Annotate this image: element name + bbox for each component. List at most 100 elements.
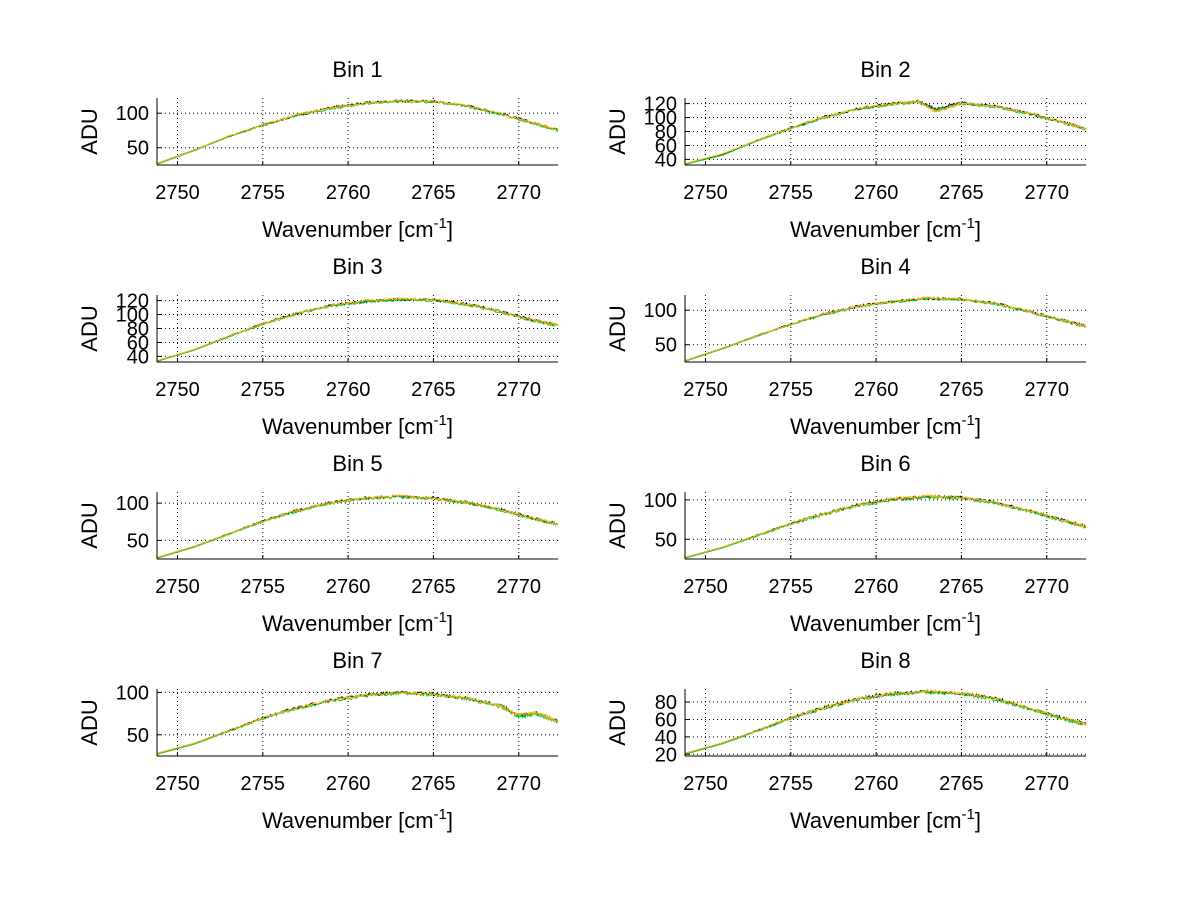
y-tick-label: 50: [127, 530, 149, 552]
x-tick-label: 2765: [939, 576, 984, 598]
subplot-bin-5: 2750 2755 2760 2765 2770 50 100 Bin 5 Wavenumber…: [77, 451, 559, 636]
x-tick-label: 2755: [769, 182, 814, 204]
x-axis-label: Wavenumber [cm-1]: [262, 609, 453, 636]
series-line-1: [156, 98, 559, 165]
x-axis-label: Wavenumber [cm-1]: [262, 215, 453, 242]
y-tick-label: 40: [127, 346, 149, 368]
series-line-3: [684, 493, 1087, 558]
x-tick-label: 2765: [939, 773, 984, 795]
series-line-1: [156, 494, 559, 558]
series-line-1: [684, 689, 1087, 754]
x-axis-label: Wavenumber [cm-1]: [790, 806, 981, 833]
y-tick-label: 120: [116, 291, 149, 313]
x-axis-label: Wavenumber [cm-1]: [790, 609, 981, 636]
x-axis-label-superscript: -1: [962, 215, 975, 232]
series-line-3: [156, 690, 559, 754]
y-tick-label: 60: [655, 135, 677, 157]
series-line-3: [156, 494, 559, 558]
x-axis-label-text: Wavenumber [cm: [262, 414, 434, 439]
x-tick-label: 2755: [241, 182, 286, 204]
x-axis-label-text: Wavenumber [cm: [262, 808, 434, 833]
x-tick-label: 2750: [155, 182, 200, 204]
x-tick-label: 2765: [411, 182, 456, 204]
y-axis-label: ADU: [605, 699, 630, 745]
y-axis-label: ADU: [605, 108, 630, 154]
x-tick-label: 2750: [155, 576, 200, 598]
y-tick-label: 50: [655, 335, 677, 357]
x-tick-label: 2760: [326, 379, 371, 401]
x-tick-label: 2770: [497, 379, 542, 401]
y-tick-label: 100: [116, 103, 149, 125]
series-line-2: [684, 100, 1087, 165]
y-axis-label: ADU: [605, 502, 630, 548]
x-axis-label-end: ]: [975, 611, 981, 636]
y-axis-label: ADU: [77, 108, 102, 154]
x-tick-label: 2755: [769, 576, 814, 598]
x-axis-label-superscript: -1: [434, 215, 447, 232]
x-tick-label: 2765: [939, 379, 984, 401]
y-tick-label: 50: [127, 725, 149, 747]
x-tick-label: 2770: [1025, 379, 1070, 401]
series-line-3: [156, 296, 559, 362]
x-tick-label: 2760: [326, 182, 371, 204]
y-tick-label: 100: [644, 490, 677, 512]
x-axis-label-text: Wavenumber [cm: [790, 611, 962, 636]
series-line-2: [156, 99, 559, 165]
x-tick-label: 2750: [683, 576, 728, 598]
series-line-2: [684, 690, 1087, 755]
subplot-bin-6: 2750 2755 2760 2765 2770 50 100 Bin 6 Wavenumber…: [605, 451, 1087, 636]
y-tick-label: 40: [655, 149, 677, 171]
x-tick-label: 2750: [683, 773, 728, 795]
y-tick-label: 100: [116, 682, 149, 704]
x-tick-label: 2760: [854, 182, 899, 204]
x-axis-label-end: ]: [447, 808, 453, 833]
series-line-3: [156, 99, 558, 165]
series-line-3: [684, 296, 1087, 362]
x-axis-label-end: ]: [447, 611, 453, 636]
x-axis-label-text: Wavenumber [cm: [262, 611, 434, 636]
x-tick-label: 2770: [497, 576, 542, 598]
y-tick-label: 40: [655, 727, 677, 749]
series-line-2: [684, 495, 1087, 559]
y-tick-label: 50: [127, 138, 149, 160]
y-tick-label: 80: [655, 692, 677, 714]
x-axis-label-superscript: -1: [962, 412, 975, 429]
x-axis-label-text: Wavenumber [cm: [790, 808, 962, 833]
series-line-2: [684, 297, 1087, 362]
x-axis-label-superscript: -1: [434, 412, 447, 429]
x-axis-label-superscript: -1: [962, 806, 975, 823]
subplot-title: Bin 7: [332, 648, 382, 673]
y-tick-label: 80: [655, 122, 677, 144]
x-tick-label: 2760: [326, 576, 371, 598]
x-axis-label-end: ]: [975, 808, 981, 833]
y-tick-label: 100: [116, 305, 149, 327]
x-tick-label: 2755: [769, 379, 814, 401]
x-tick-label: 2760: [326, 773, 371, 795]
x-axis-label: Wavenumber [cm-1]: [790, 412, 981, 439]
x-tick-label: 2770: [1025, 773, 1070, 795]
series-line-1: [684, 494, 1087, 558]
x-tick-label: 2760: [854, 576, 899, 598]
x-tick-label: 2760: [854, 379, 899, 401]
series-line-1: [156, 297, 558, 362]
subplot-title: Bin 3: [332, 254, 382, 279]
subplot-bin-4: 2750 2755 2760 2765 2770 50 100 Bin 4 Wavenumber…: [605, 254, 1087, 439]
series-line-2: [156, 495, 559, 559]
x-tick-label: 2755: [769, 773, 814, 795]
subplot-title: Bin 6: [860, 451, 910, 476]
series-line-1: [156, 690, 559, 754]
x-tick-label: 2750: [683, 182, 728, 204]
x-tick-label: 2770: [1025, 576, 1070, 598]
x-axis-label-end: ]: [447, 217, 453, 242]
series-line-3: [684, 99, 1087, 165]
x-tick-label: 2755: [241, 576, 286, 598]
x-tick-label: 2760: [854, 773, 899, 795]
y-axis-label: ADU: [77, 502, 102, 548]
y-tick-label: 100: [644, 108, 677, 130]
x-axis-label-text: Wavenumber [cm: [790, 217, 962, 242]
y-axis-label: ADU: [77, 305, 102, 351]
x-tick-label: 2755: [241, 773, 286, 795]
subplot-title: Bin 5: [332, 451, 382, 476]
